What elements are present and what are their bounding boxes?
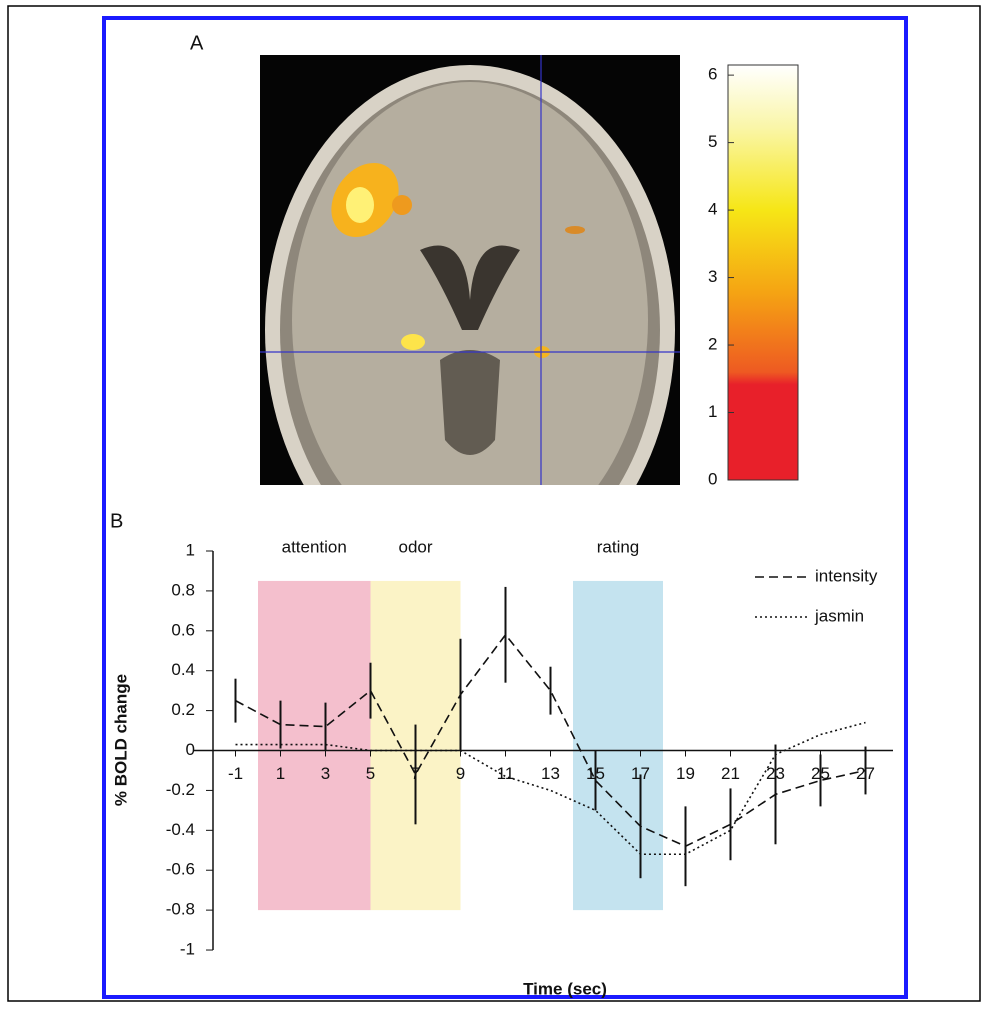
panel-label: A [190,32,204,54]
colorbar-tick-label: 2 [708,335,717,354]
shaded-region [573,581,663,910]
y-tick-label: -1 [180,940,195,959]
brain-image [260,55,680,595]
x-tick-label: 9 [456,764,465,783]
x-axis-title: Time (sec) [523,979,607,998]
shaded-region [258,581,371,910]
legend-label: jasmin [814,606,864,625]
x-tick-label: 1 [276,764,285,783]
legend-label: intensity [815,566,878,585]
colorbar-tick-label: 6 [708,65,717,84]
region-label: rating [597,537,640,556]
colorbar-tick-label: 4 [708,200,717,219]
region-label: odor [398,537,432,556]
colorbar-tick-label: 3 [708,267,717,286]
panel-label: B [110,510,123,532]
x-tick-label: 19 [676,764,695,783]
figure: A Time (sec) % BOLD change [0,0,988,1007]
y-tick-label: -0.4 [166,820,195,839]
colorbar-tick-label: 0 [708,469,717,488]
x-tick-label: 13 [541,764,560,783]
x-tick-label: 3 [321,764,330,783]
y-tick-label: 0.2 [171,700,195,719]
y-tick-label: -0.8 [166,900,195,919]
region-label: attention [282,537,347,556]
colorbar [728,65,798,480]
y-tick-label: -0.6 [166,860,195,879]
y-tick-label: 0 [186,740,195,759]
colorbar-tick-label: 1 [708,402,717,421]
y-axis-title: % BOLD change [111,674,130,806]
x-tick-label: 21 [721,764,740,783]
y-tick-label: 1 [186,540,195,559]
x-tick-label: 5 [366,764,375,783]
y-tick-label: 0.4 [171,660,195,679]
page: {"panel_a": {"label": "A", "colorbar": {… [0,0,988,1012]
y-tick-label: -0.2 [166,780,195,799]
y-tick-label: 0.6 [171,620,195,639]
colorbar-tick-label: 5 [708,132,717,151]
y-tick-label: 0.8 [171,580,195,599]
x-tick-label: -1 [228,764,243,783]
